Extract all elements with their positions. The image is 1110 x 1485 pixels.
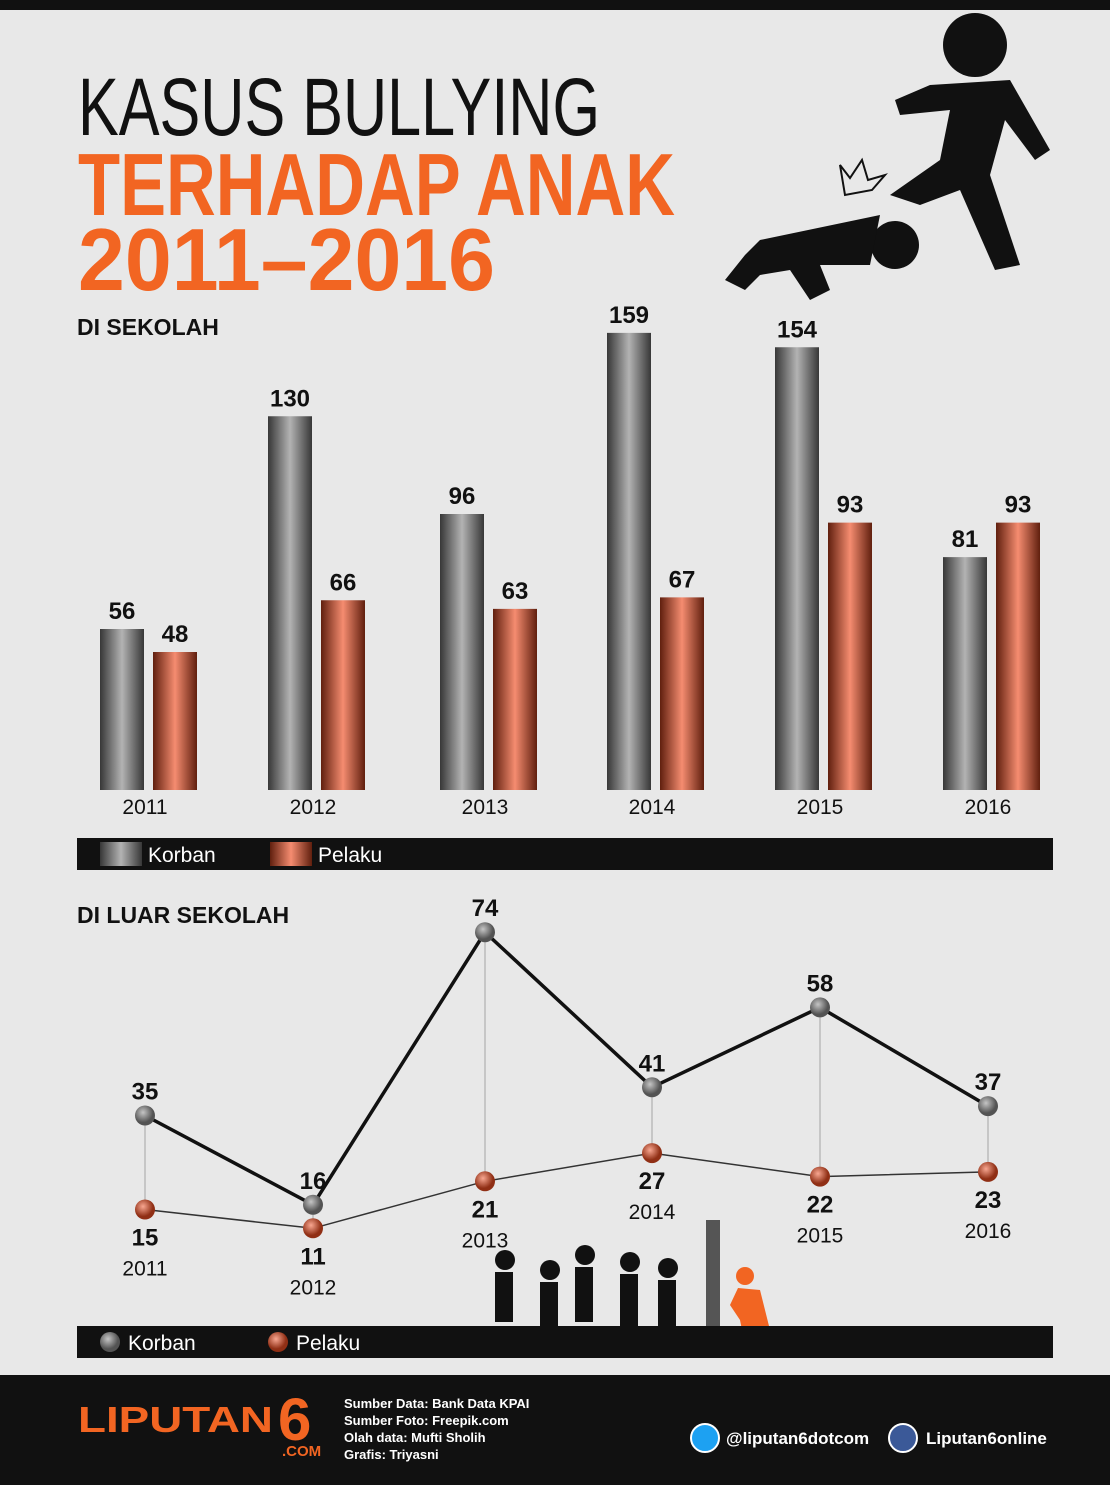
value-label: 74 (472, 895, 499, 922)
x-tick-label: 2015 (797, 1225, 844, 1248)
title-line-3: 2011–2016 (78, 210, 495, 309)
facebook-icon (888, 1423, 918, 1453)
legend-label: Pelaku (296, 1332, 360, 1355)
title-line-1: KASUS BULLYING (78, 62, 600, 153)
x-tick-label: 2016 (965, 1220, 1012, 1243)
x-tick-label: 2013 (462, 1229, 509, 1252)
value-label: 63 (502, 578, 529, 605)
marker (475, 1171, 495, 1192)
logo-suffix: .COM (282, 1443, 321, 1460)
value-label: 15 (132, 1225, 159, 1252)
logo-number: 6 (278, 1386, 311, 1453)
footer (0, 1375, 1110, 1485)
x-tick-label: 2016 (965, 796, 1012, 819)
value-label: 81 (952, 526, 979, 553)
x-tick-label: 2014 (629, 1201, 676, 1224)
marker (475, 922, 495, 943)
bar (828, 522, 872, 790)
marker (642, 1143, 662, 1164)
x-tick-label: 2011 (122, 1258, 167, 1281)
value-label: 22 (807, 1192, 834, 1219)
value-label: 27 (639, 1168, 666, 1195)
bar (440, 514, 484, 790)
x-tick-label: 2012 (290, 796, 337, 819)
bar (775, 347, 819, 790)
value-label: 56 (109, 598, 136, 625)
charts: DI SEKOLAH 2011 56 48 2012 130 66 2013 96 63 2014 1… (77, 302, 1053, 1358)
facebook-handle: Liputan6online (926, 1429, 1047, 1448)
source: Sumber Data: Bank Data KPAI (344, 1396, 529, 1411)
bar (607, 332, 651, 790)
bar (493, 608, 537, 790)
marker (135, 1199, 155, 1220)
bar (996, 522, 1040, 790)
bar (321, 600, 365, 790)
legend-label: Korban (128, 1332, 196, 1355)
bar (660, 597, 704, 790)
marker (978, 1096, 998, 1117)
x-tick-label: 2015 (797, 796, 844, 819)
value-label: 37 (975, 1069, 1002, 1096)
bar (943, 557, 987, 790)
source: Grafis: Triyasni (344, 1447, 439, 1462)
value-label: 66 (330, 569, 357, 596)
section-title: DI SEKOLAH (77, 314, 219, 340)
legend-label: Korban (148, 844, 216, 867)
title-line-2: TERHADAP ANAK (78, 135, 675, 234)
value-label: 130 (270, 385, 310, 412)
x-tick-label: 2014 (629, 796, 676, 819)
x-tick-label: 2011 (122, 796, 167, 819)
legend-label: Pelaku (318, 844, 382, 867)
illustration-bully (725, 13, 1050, 300)
x-tick-label: 2012 (290, 1276, 337, 1299)
legend-swatch (100, 1332, 120, 1352)
value-label: 23 (975, 1187, 1002, 1214)
value-label: 35 (132, 1079, 159, 1106)
bar (153, 652, 197, 790)
source: Sumber Foto: Freepik.com (344, 1413, 509, 1428)
bar (100, 629, 144, 790)
source: Olah data: Mufti Sholih (344, 1430, 486, 1445)
marker (642, 1077, 662, 1098)
value-label: 58 (807, 970, 834, 997)
value-label: 41 (639, 1050, 666, 1077)
x-tick-label: 2013 (462, 796, 509, 819)
twitter-handle: @liputan6dotcom (726, 1429, 869, 1448)
legend-bar (77, 838, 1053, 870)
section-title: DI LUAR SEKOLAH (77, 902, 289, 928)
marker (810, 997, 830, 1018)
illustration-group (495, 1220, 778, 1348)
value-label: 16 (300, 1168, 327, 1195)
value-label: 93 (1005, 492, 1032, 519)
top-border (0, 0, 1110, 10)
legend-swatch (268, 1332, 288, 1352)
value-label: 159 (609, 302, 649, 329)
bar (268, 416, 312, 790)
twitter-icon (690, 1423, 720, 1453)
marker (303, 1194, 323, 1215)
value-label: 93 (837, 492, 864, 519)
series-line (144, 1152, 989, 1230)
value-label: 96 (449, 483, 476, 510)
value-label: 67 (669, 566, 696, 593)
marker (978, 1161, 998, 1182)
logo: LIPUTAN (78, 1399, 273, 1440)
value-label: 48 (162, 621, 189, 648)
legend-bar (77, 1326, 1053, 1358)
marker (135, 1105, 155, 1126)
value-label: 154 (777, 316, 818, 343)
value-label: 11 (300, 1243, 325, 1270)
series-line (144, 929, 989, 1208)
marker (303, 1218, 323, 1239)
value-label: 21 (472, 1196, 499, 1223)
marker (810, 1166, 830, 1187)
legend-swatch (100, 842, 142, 866)
legend-swatch (270, 842, 312, 866)
